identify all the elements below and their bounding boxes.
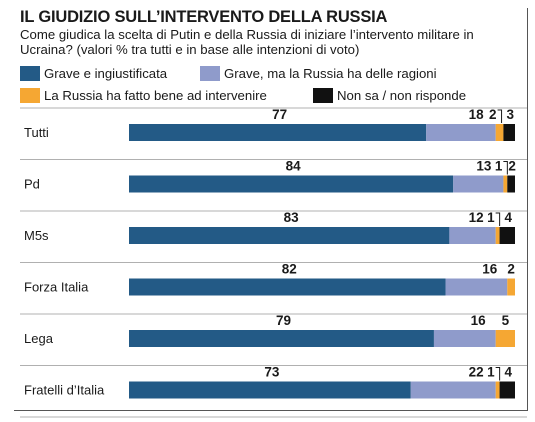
category-label-pd: Pd (24, 177, 40, 192)
bar-segment-tutti-grave-ma-la-russia-ha-delle-ragioni (426, 124, 496, 141)
value-label-m5s-non-sa-non-risponde: 4 (505, 210, 513, 225)
category-label-lega: Lega (24, 331, 54, 346)
bar-segment-tutti-grave-e-ingiustificata (129, 124, 427, 141)
bar-segment-tutti-la-russia-ha-fatto-bene-ad-intervenire (495, 124, 504, 141)
value-label-forza-italia-la-russia-ha-fatto-bene-ad-intervenire: 2 (507, 262, 515, 277)
value-label-pd-non-sa-non-risponde: 2 (508, 159, 516, 174)
value-label-tutti-grave-e-ingiustificata: 77 (272, 107, 287, 122)
bar-segment-m5s-non-sa-non-risponde (499, 227, 515, 244)
legend-label-fatto-bene: La Russia ha fatto bene ad intervenire (44, 87, 267, 103)
bar-segment-pd-non-sa-non-risponde (507, 175, 515, 193)
value-label-pd-grave-e-ingiustificata: 84 (286, 159, 302, 174)
value-label-forza-italia-grave-ma-la-russia-ha-delle-ragioni: 16 (482, 262, 498, 277)
bar-segment-m5s-la-russia-ha-fatto-bene-ad-intervenire (495, 227, 500, 244)
legend-swatch-grave-ragioni (200, 65, 220, 81)
leader-tick-fratelli-d-italia (495, 367, 501, 381)
value-label-lega-la-russia-ha-fatto-bene-ad-intervenire: 5 (502, 313, 510, 328)
leader-tick-pd (503, 161, 508, 175)
category-label-m5s: M5s (24, 228, 49, 243)
bar-segment-m5s-grave-ma-la-russia-ha-delle-ragioni (449, 227, 496, 244)
value-label-tutti-la-russia-ha-fatto-bene-ad-intervenire: 2 (489, 107, 497, 122)
legend-swatch-non-sa (313, 87, 333, 103)
value-label-tutti-grave-ma-la-russia-ha-delle-ragioni: 18 (469, 107, 485, 122)
bar-segment-forza-italia-grave-ma-la-russia-ha-delle-ragioni (445, 278, 508, 296)
bar-segment-lega-la-russia-ha-fatto-bene-ad-intervenire (495, 330, 515, 347)
legend-swatch-fatto-bene (20, 87, 40, 103)
legend-label-grave-ragioni: Grave, ma la Russia ha delle ragioni (224, 65, 437, 81)
value-label-lega-grave-e-ingiustificata: 79 (276, 313, 291, 328)
category-label-tutti: Tutti (24, 125, 49, 140)
value-label-tutti-non-sa-non-risponde: 3 (506, 107, 514, 122)
legend-item-non-sa: Non sa / non risponde (313, 86, 466, 104)
bar-segment-fratelli-d-italia-grave-e-ingiustificata (129, 381, 411, 399)
bar-segment-pd-grave-ma-la-russia-ha-delle-ragioni (453, 175, 504, 193)
bar-segment-lega-grave-e-ingiustificata (129, 330, 434, 347)
legend-label-grave: Grave e ingiustificata (44, 65, 168, 81)
legend-item-fatto-bene: La Russia ha fatto bene ad intervenire (20, 86, 267, 104)
value-label-m5s-grave-ma-la-russia-ha-delle-ragioni: 12 (469, 210, 484, 225)
category-label-fratelli-d-italia: Fratelli d’Italia (24, 383, 105, 398)
value-label-pd-la-russia-ha-fatto-bene-ad-intervenire: 1 (495, 159, 503, 174)
bar-segment-tutti-non-sa-non-risponde (503, 124, 515, 141)
legend-swatch-grave (20, 65, 40, 81)
bar-segment-m5s-grave-e-ingiustificata (129, 227, 450, 244)
chart-frame (14, 8, 528, 411)
value-label-fratelli-d-italia-grave-e-ingiustificata: 73 (264, 365, 280, 380)
bar-segment-fratelli-d-italia-la-russia-ha-fatto-bene-ad-intervenire (495, 381, 500, 399)
legend-item-grave: Grave e ingiustificata (20, 64, 167, 82)
value-label-m5s-la-russia-ha-fatto-bene-ad-intervenire: 1 (487, 210, 495, 225)
value-label-fratelli-d-italia-la-russia-ha-fatto-bene-ad-intervenire: 1 (487, 365, 495, 380)
leader-tick-m5s (495, 212, 501, 226)
chart-title: IL GIUDIZIO SULL’INTERVENTO DELLA RUSSIA (20, 8, 388, 26)
bar-segment-lega-grave-ma-la-russia-ha-delle-ragioni (433, 330, 496, 347)
bar-segment-pd-grave-e-ingiustificata (129, 175, 454, 193)
value-label-pd-grave-ma-la-russia-ha-delle-ragioni: 13 (476, 159, 492, 174)
bar-segment-forza-italia-la-russia-ha-fatto-bene-ad-intervenire (507, 278, 515, 296)
value-label-fratelli-d-italia-grave-ma-la-russia-ha-delle-ragioni: 22 (469, 365, 484, 380)
value-label-fratelli-d-italia-non-sa-non-risponde: 4 (505, 365, 513, 380)
value-label-lega-grave-ma-la-russia-ha-delle-ragioni: 16 (471, 313, 487, 328)
bar-segment-pd-la-russia-ha-fatto-bene-ad-intervenire (503, 175, 508, 193)
value-label-forza-italia-grave-e-ingiustificata: 82 (282, 262, 297, 277)
chart-subtitle: Come giudica la scelta di Putin e della … (20, 27, 474, 57)
value-label-m5s-grave-e-ingiustificata: 83 (284, 210, 300, 225)
bar-segment-fratelli-d-italia-non-sa-non-risponde (499, 381, 515, 399)
bar-segment-fratelli-d-italia-grave-ma-la-russia-ha-delle-ragioni (410, 381, 496, 399)
bar-segment-forza-italia-grave-e-ingiustificata (129, 278, 446, 296)
legend-label-non-sa: Non sa / non risponde (337, 87, 467, 103)
legend-item-grave-ragioni: Grave, ma la Russia ha delle ragioni (200, 64, 437, 82)
leader-tick-tutti (497, 109, 503, 123)
category-label-forza-italia: Forza Italia (24, 280, 89, 295)
